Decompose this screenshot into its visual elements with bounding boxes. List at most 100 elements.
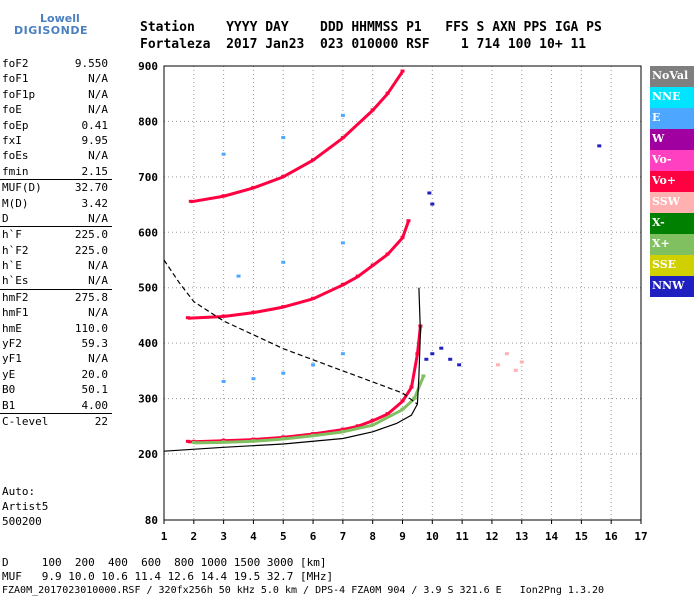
param-row: foE N/A bbox=[0, 102, 112, 117]
param-value: 4.00 bbox=[81, 398, 109, 412]
auto-code: 500200 bbox=[2, 515, 42, 528]
data-point bbox=[400, 69, 405, 73]
trace-segment bbox=[223, 439, 254, 444]
y-tick-label: 900 bbox=[138, 60, 158, 73]
param-label: yF1 bbox=[2, 352, 22, 366]
x-tick-label: 13 bbox=[515, 530, 528, 543]
param-label: foE bbox=[2, 103, 22, 117]
x-tick-label: 6 bbox=[310, 530, 317, 543]
param-label: hmE bbox=[2, 321, 22, 335]
param-label: D bbox=[2, 211, 9, 225]
legend-item: E bbox=[650, 108, 694, 129]
trace-segment bbox=[312, 283, 344, 301]
param-label: C-level bbox=[2, 414, 49, 428]
header-values: Fortaleza 2017 Jan23 023 010000 RSF 1 71… bbox=[140, 37, 587, 52]
param-label: h`F2 bbox=[2, 243, 29, 257]
trace-segment bbox=[283, 432, 314, 439]
legend-item: X+ bbox=[650, 234, 694, 255]
data-point bbox=[504, 352, 509, 356]
data-point bbox=[457, 363, 462, 367]
y-tick-label: 700 bbox=[138, 171, 158, 184]
x-tick-label: 1 bbox=[161, 530, 168, 543]
param-row: yF2 59.3 bbox=[0, 336, 112, 351]
param-label: foF1 bbox=[2, 72, 29, 86]
param-value: N/A bbox=[88, 211, 108, 225]
param-value: 22 bbox=[94, 414, 108, 428]
x-tick-label: 8 bbox=[369, 530, 376, 543]
param-value: 20.0 bbox=[81, 367, 109, 381]
param-value: N/A bbox=[88, 72, 108, 86]
x-tick-label: 16 bbox=[605, 530, 619, 543]
legend-item: NNE bbox=[650, 87, 694, 108]
data-point bbox=[406, 219, 411, 223]
param-label: yF2 bbox=[2, 337, 22, 351]
param-row: h`E N/A bbox=[0, 258, 112, 273]
param-row: h`F 225.0 bbox=[0, 226, 112, 242]
param-value: 59.3 bbox=[81, 337, 109, 351]
param-value: 225.0 bbox=[74, 243, 108, 257]
param-value: 0.41 bbox=[81, 118, 109, 132]
legend-item: X- bbox=[650, 213, 694, 234]
file-info: FZA0M_2017023010000.RSF / 320fx256h 50 k… bbox=[2, 585, 605, 596]
param-row: fmin 2.15 bbox=[0, 164, 112, 179]
param-label: M(D) bbox=[2, 196, 29, 210]
param-value: 32.70 bbox=[74, 181, 108, 195]
trace-segment bbox=[342, 275, 359, 287]
param-value: 9.95 bbox=[81, 133, 109, 147]
param-label: B0 bbox=[2, 383, 16, 397]
param-value: 110.0 bbox=[74, 321, 108, 335]
trace-segment bbox=[386, 236, 404, 256]
param-label: hmF1 bbox=[2, 306, 29, 320]
y-tick-label: 600 bbox=[138, 226, 158, 239]
trace-segment bbox=[312, 136, 344, 162]
param-row: foF1 N/A bbox=[0, 71, 112, 86]
auto-method: Artist5 bbox=[2, 500, 49, 513]
model-profile-line bbox=[163, 287, 422, 452]
data-point bbox=[424, 357, 429, 361]
param-value: 2.15 bbox=[81, 164, 109, 178]
param-row: h`Es N/A bbox=[0, 273, 112, 288]
data-point bbox=[340, 241, 345, 245]
param-label: MUF(D) bbox=[2, 181, 42, 195]
param-label: h`E bbox=[2, 259, 22, 273]
legend-item: W bbox=[650, 129, 694, 150]
trace-segment bbox=[312, 428, 344, 436]
x-tick-label: 14 bbox=[545, 530, 559, 543]
legend-item: Vo+ bbox=[650, 171, 694, 192]
param-value: N/A bbox=[88, 274, 108, 288]
param-value: N/A bbox=[88, 87, 108, 101]
param-row: hmF1 N/A bbox=[0, 305, 112, 320]
trace-segment bbox=[190, 194, 224, 204]
trace-segment bbox=[223, 438, 254, 443]
data-point bbox=[427, 191, 432, 195]
param-row: foEs N/A bbox=[0, 148, 112, 163]
logo-lowell: Lowell bbox=[40, 12, 80, 25]
data-point bbox=[311, 363, 316, 367]
param-value: N/A bbox=[88, 149, 108, 163]
param-label: h`Es bbox=[2, 274, 29, 288]
data-point bbox=[439, 346, 444, 350]
param-label: fxI bbox=[2, 133, 22, 147]
param-row: foEp 0.41 bbox=[0, 118, 112, 133]
trace-segment bbox=[252, 175, 284, 190]
data-point bbox=[430, 202, 435, 206]
param-label: yE bbox=[2, 367, 16, 381]
data-point bbox=[281, 136, 286, 140]
param-label: B1 bbox=[2, 398, 16, 412]
trace-segment bbox=[356, 264, 374, 278]
param-row: foF2 9.550 bbox=[0, 56, 112, 71]
param-value: N/A bbox=[88, 352, 108, 366]
param-value: 50.1 bbox=[81, 383, 109, 397]
param-row: D N/A bbox=[0, 211, 112, 226]
trace-segment bbox=[386, 70, 404, 95]
trace-segment bbox=[253, 435, 284, 442]
legend: NoVal NNE E W Vo- Vo+ SSW X- X+ SSE NNW bbox=[650, 66, 694, 297]
trace-segment bbox=[283, 434, 314, 441]
auto-label: Auto: bbox=[2, 485, 36, 498]
legend-item: SSE bbox=[650, 255, 694, 276]
param-value: N/A bbox=[88, 259, 108, 273]
y-tick-label: 400 bbox=[138, 337, 158, 350]
trace-segment bbox=[223, 311, 254, 319]
x-tick-label: 5 bbox=[280, 530, 287, 543]
